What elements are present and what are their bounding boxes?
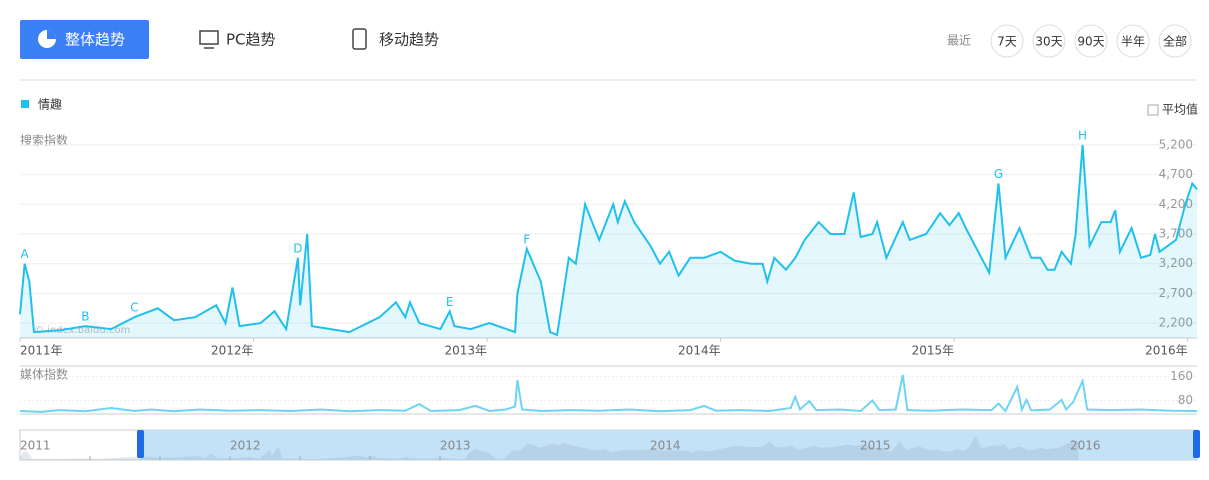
area [20, 144, 1197, 338]
tab-label[interactable]: PC趋势 [226, 31, 276, 49]
navigator-label: 2016 [1070, 439, 1101, 453]
annotation: C [130, 301, 138, 315]
range-button[interactable] [1074, 24, 1108, 58]
annotation: F [523, 232, 530, 246]
navigator-label: 2015 [860, 439, 891, 453]
range-button-label[interactable]: 7天 [997, 35, 1017, 49]
line [19, 374, 1198, 413]
x-tick-label: 2014年 [678, 344, 721, 358]
x-tick-label: 2015年 [912, 344, 955, 358]
annotation: E [446, 295, 454, 309]
tab-overall[interactable] [20, 20, 149, 59]
navigator-handle[interactable] [137, 430, 144, 458]
range-button[interactable] [1158, 24, 1192, 58]
y-tick-label: 160 [1170, 369, 1193, 383]
y-tick-label: 5,200 [1159, 137, 1193, 151]
y-tick-label: 3,200 [1159, 256, 1193, 270]
navigator-label: 2011 [20, 439, 51, 453]
average-label[interactable]: 平均值 [1162, 102, 1198, 117]
annotation: G [994, 167, 1003, 181]
navigator-selection[interactable] [140, 430, 1197, 460]
annotation: A [21, 247, 30, 261]
x-tick-label: 2011年 [20, 344, 63, 358]
watermark: © index.baidu.com [34, 325, 130, 336]
y-axis-label: 搜索指数 [20, 133, 68, 148]
annotation: D [293, 241, 302, 255]
navigator-label: 2014 [650, 439, 681, 453]
pc-icon [199, 30, 219, 45]
range-button[interactable] [1116, 24, 1150, 58]
tab-label[interactable]: 整体趋势 [65, 31, 125, 49]
annotation: H [1078, 128, 1087, 142]
range-label: 最近 [947, 34, 971, 48]
tab-label[interactable]: 移动趋势 [379, 31, 439, 49]
pie-slice [47, 30, 56, 39]
y-tick-label: 2,200 [1159, 316, 1193, 330]
range-button-label[interactable]: 30天 [1035, 35, 1062, 49]
legend-swatch [21, 100, 29, 108]
range-button-label[interactable]: 90天 [1077, 35, 1104, 49]
y-tick-label: 2,700 [1159, 286, 1193, 300]
range-button-label[interactable]: 半年 [1121, 35, 1145, 49]
x-tick-label: 2013年 [445, 344, 488, 358]
navigator-label: 2012 [230, 439, 261, 453]
x-tick-label: 2012年 [211, 344, 254, 358]
y-axis-label: 媒体指数 [20, 367, 68, 382]
annotation: B [81, 310, 89, 324]
y-tick-label: 4,700 [1159, 167, 1193, 181]
average-checkbox[interactable] [1147, 104, 1159, 116]
line [19, 144, 1198, 337]
y-tick-label: 80 [1178, 393, 1193, 407]
y-tick-label: 3,700 [1159, 227, 1193, 241]
navigator-area [20, 435, 1079, 460]
navigator-handle[interactable] [1193, 430, 1200, 458]
legend-label[interactable]: 情趣 [38, 97, 62, 112]
x-tick-label: 2016年 [1145, 344, 1188, 358]
mobile-icon [352, 28, 367, 50]
range-button[interactable] [1032, 24, 1066, 58]
range-button-label[interactable]: 全部 [1163, 34, 1187, 49]
range-button[interactable] [990, 24, 1024, 58]
navigator-layer: 2011 2012 2013 2014 2015 2016 [20, 435, 1101, 460]
navigator-label: 2013 [440, 439, 471, 453]
